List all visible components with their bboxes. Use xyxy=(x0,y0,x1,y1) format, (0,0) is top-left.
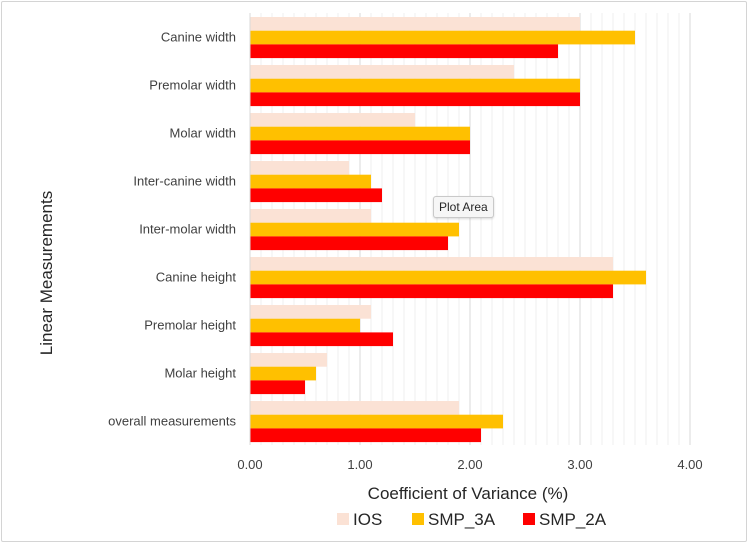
plot-area-tooltip: Plot Area xyxy=(433,196,494,218)
bar-ios xyxy=(250,209,371,223)
category-label: Molar width xyxy=(170,125,236,140)
bar-smp-3a xyxy=(250,174,371,189)
legend-swatch xyxy=(412,513,424,525)
bar-smp-2a xyxy=(250,188,382,203)
x-axis-title: Coefficient of Variance (%) xyxy=(368,484,569,503)
category-label: overall measurements xyxy=(108,413,236,428)
bar-ios xyxy=(250,17,580,31)
bar-ios xyxy=(250,65,514,79)
bar-smp-3a xyxy=(250,222,459,237)
bar-smp-2a xyxy=(250,236,448,251)
category-label: Premolar height xyxy=(144,317,236,332)
bar-smp-2a xyxy=(250,428,481,443)
legend-swatch xyxy=(523,513,535,525)
bar-smp-3a xyxy=(250,414,503,429)
bar-smp-2a xyxy=(250,92,580,107)
bar-smp-3a xyxy=(250,270,646,285)
category-label: Inter-molar width xyxy=(139,221,236,236)
x-tick-label: 0.00 xyxy=(237,457,262,472)
category-label: Premolar width xyxy=(149,77,236,92)
bar-ios xyxy=(250,161,349,175)
bar-ios xyxy=(250,305,371,319)
category-label: Canine width xyxy=(161,29,236,44)
legend-label: SMP_3A xyxy=(428,510,496,529)
bar-smp-2a xyxy=(250,44,558,59)
legend-label: SMP_2A xyxy=(539,510,607,529)
x-tick-label: 4.00 xyxy=(677,457,702,472)
bar-smp-2a xyxy=(250,332,393,347)
bar-smp-2a xyxy=(250,284,613,299)
bar-smp-3a xyxy=(250,78,580,93)
bar-smp-3a xyxy=(250,126,470,141)
bar-ios xyxy=(250,257,613,271)
bar-ios xyxy=(250,401,459,415)
x-tick-label: 2.00 xyxy=(457,457,482,472)
x-tick-label: 1.00 xyxy=(347,457,372,472)
category-label: Inter-canine width xyxy=(133,173,236,188)
bar-smp-2a xyxy=(250,380,305,395)
legend-label: IOS xyxy=(353,510,382,529)
bar-ios xyxy=(250,113,415,127)
bar-smp-3a xyxy=(250,366,316,381)
legend-swatch xyxy=(337,513,349,525)
bar-smp-2a xyxy=(250,140,470,155)
category-label: Canine height xyxy=(156,269,237,284)
bar-smp-3a xyxy=(250,30,635,45)
y-axis-title: Linear Measurements xyxy=(37,191,56,355)
bar-ios xyxy=(250,353,327,367)
bar-smp-3a xyxy=(250,318,360,333)
x-tick-label: 3.00 xyxy=(567,457,592,472)
category-label: Molar height xyxy=(164,365,236,380)
